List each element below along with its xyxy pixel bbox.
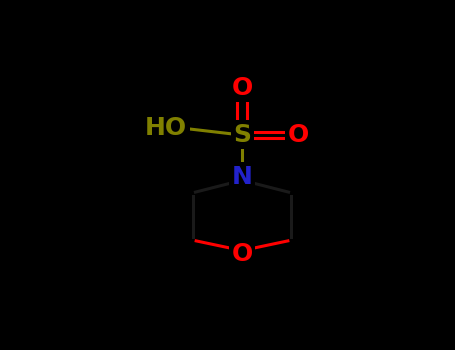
Text: O: O [232,76,253,100]
Text: HO: HO [145,116,187,140]
Text: S: S [233,123,251,147]
Text: N: N [232,165,253,189]
Text: O: O [288,123,309,147]
Text: O: O [232,241,253,266]
